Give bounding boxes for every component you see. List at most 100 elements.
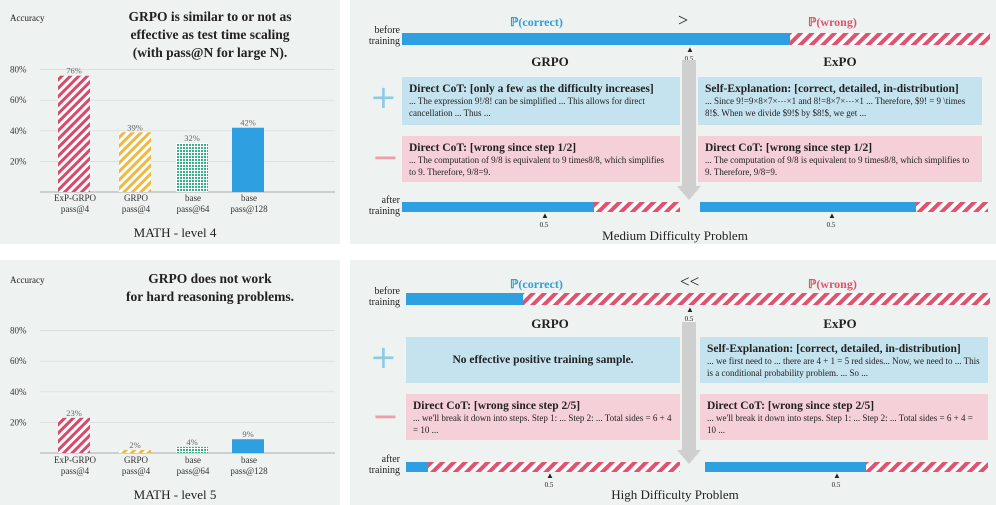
prob-bar-after-expo [700,202,988,212]
y-tick-label: 40% [10,126,27,136]
cat-label: base pass@64 [176,193,210,214]
prob-wrong-segment [523,293,990,305]
bar [58,417,90,453]
half-marker: ▲ [833,471,841,480]
bar-value-label: 2% [129,440,140,450]
bar [232,127,264,192]
prob-correct-segment [402,202,594,212]
bar-chart-bottom: 20% 40% 60% 80% 23% 2% 4% 9% [10,326,335,454]
category-labels: ExP-GRPO pass@4 GRPO pass@4 base pass@64 ba… [45,455,335,483]
grpo-negative-box: Direct CoT: [wrong since step 1/2]... Th… [402,136,680,182]
prob-correct-segment [700,202,916,212]
bar [58,75,90,192]
prob-wrong-segment [916,202,988,212]
prob-correct-segment [406,293,523,305]
p-wrong-label: ℙ(wrong) [808,277,857,291]
prob-bar-after-grpo [402,202,680,212]
half-label: 0.5 [544,481,554,489]
bar-value-label: 42% [240,118,256,128]
y-tick-label: 20% [10,156,27,166]
prob-bar-before [402,33,990,45]
half-marker: ▲ [541,211,549,220]
expo-header: ExPO [823,54,857,69]
expo-positive-box: Self-Explanation: [correct, detailed, in… [698,77,982,125]
cat-label: GRPO pass@4 [121,455,151,476]
chart-caption: MATH - level 5 [133,487,217,502]
plus-icon: + [370,78,397,116]
before-training-label: before training [368,286,400,308]
half-label: 0.5 [684,55,694,63]
grpo-positive-box: Direct CoT: [only a few as the difficult… [402,77,680,125]
bar-value-label: 9% [242,429,253,439]
relation-symbol: << [680,272,700,291]
half-label: 0.5 [826,221,836,229]
p-correct-label: ℙ(correct) [510,15,563,29]
y-axis-label: Accuracy [10,275,45,285]
grpo-header: GRPO [531,316,569,331]
grpo-negative-box: Direct CoT: [wrong since step 2/5]... we… [406,394,680,440]
chart-panel-bottom: Accuracy GRPO does not work for hard rea… [0,260,340,505]
minus-icon: − [372,138,399,176]
half-marker: ▲ [546,471,554,480]
bar [176,143,208,192]
y-tick-label: 80% [10,65,27,75]
bar-value-label: 23% [66,408,82,418]
cat-label: GRPO pass@4 [121,193,151,214]
y-tick-label: 20% [10,417,27,427]
grpo-positive-box: No effective positive training sample. [406,337,680,383]
plus-icon: + [370,338,397,376]
bar-value-label: 39% [127,122,143,132]
diagram-caption: High Difficulty Problem [611,487,739,502]
y-tick-label: 60% [10,356,27,366]
prob-bar-before [406,293,990,305]
down-arrow [682,322,696,452]
bar [119,449,151,453]
diagram-caption: Medium Difficulty Problem [602,228,748,243]
bar-value-label: 76% [66,66,82,76]
chart-annotation: GRPO does not work for hard reasoning pr… [125,271,295,304]
diagram-high: before training ℙ(correct) << ℙ(wrong) ▲ … [350,260,996,505]
bars: 23% 2% 4% 9% [58,408,264,453]
prob-bar-after-grpo [406,462,680,472]
category-labels: ExP-GRPO pass@4 GRPO pass@4 base pass@64 ba… [45,193,335,221]
y-axis-label: Accuracy [10,13,45,23]
grpo-header: GRPO [531,54,569,69]
prob-bar-after-expo [705,462,988,472]
expo-negative-box: Direct CoT: [wrong since step 1/2]... Th… [698,136,982,182]
half-marker: ▲ [828,211,836,220]
half-label: 0.5 [684,315,694,323]
half-marker: ▲ [686,45,694,54]
chart-annotation: GRPO is similar to or not as effective a… [128,9,292,60]
prob-correct-segment [402,33,790,45]
before-training-label: before training [368,25,400,47]
prob-wrong-segment [866,462,988,472]
p-correct-label: ℙ(correct) [510,277,563,291]
half-label: 0.5 [539,221,549,229]
p-wrong-label: ℙ(wrong) [808,15,857,29]
expo-header: ExPO [823,316,857,331]
bars: 76% 39% 32% 42% [58,66,264,192]
chart-caption: MATH - level 4 [133,225,217,240]
half-label: 0.5 [831,481,841,489]
cat-label: ExP-GRPO pass@4 [53,193,96,214]
y-tick-label: 40% [10,387,27,397]
down-arrow [682,60,696,188]
bar-value-label: 32% [184,133,200,143]
half-marker: ▲ [686,305,694,314]
bar [119,132,151,192]
bar-chart-top: 20% 40% 60% 80% 76% 39% 32% 42% [10,65,335,193]
prob-wrong-segment [428,462,680,472]
cat-label: base pass@64 [176,455,210,476]
y-tick-label: 80% [10,326,27,336]
cat-label: base pass@128 [230,193,268,214]
diagram-medium: before training ℙ(correct) > ℙ(wrong) ▲ 0… [350,0,996,244]
expo-negative-box: Direct CoT: [wrong since step 2/5]... we… [700,394,988,440]
prob-wrong-segment [594,202,680,212]
chart-panel-top: Accuracy GRPO is similar to or not as ef… [0,0,340,244]
bar-value-label: 4% [186,437,197,447]
bar [232,439,264,453]
after-training-label: after training [368,195,400,217]
cat-label: ExP-GRPO pass@4 [53,455,96,476]
relation-symbol: > [678,10,689,30]
after-training-label: after training [368,454,400,476]
